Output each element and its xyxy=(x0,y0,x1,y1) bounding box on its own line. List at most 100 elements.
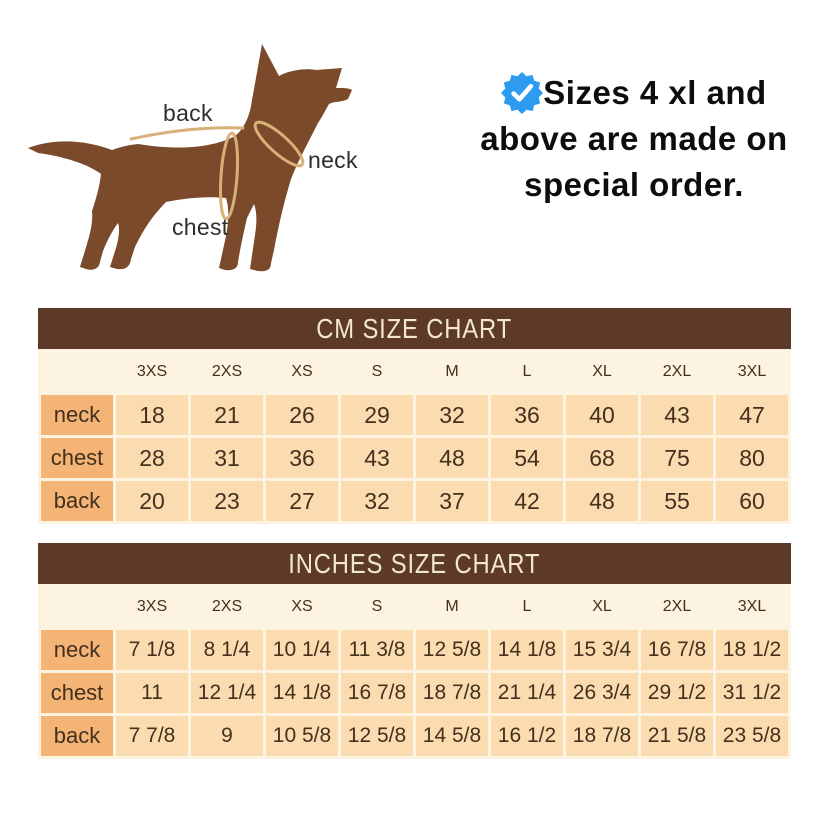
inches-chart-title: INCHES SIZE CHART xyxy=(288,547,541,579)
inches-size-chart: INCHES SIZE CHART 3XS 2XS XS S M L XL 2XL 3XL nec… xyxy=(38,543,791,759)
size-column-header: 3XL xyxy=(737,598,767,615)
measurement-row: neck 7 1/8 8 1/4 10 1/4 11 3/8 12 5/8 14 1/8 15… xyxy=(41,630,788,670)
size-value-cell: 10 1/4 xyxy=(266,630,338,670)
measurement-row: chest 11 12 1/4 14 1/8 16 7/8 18 7/8 21 1/4 26 … xyxy=(41,673,788,713)
size-value-cell: 14 1/8 xyxy=(266,673,338,713)
size-value-cell: 36 xyxy=(266,438,338,478)
size-value-cell: 43 xyxy=(641,395,713,435)
neck-measure-label: neck xyxy=(308,147,358,173)
size-value-cell: 21 1/4 xyxy=(491,673,563,713)
row-label: chest xyxy=(41,673,113,713)
size-value-cell: 7 1/8 xyxy=(116,630,188,670)
dog-measurement-diagram: back neck chest xyxy=(0,0,420,300)
size-value-cell: 27 xyxy=(266,481,338,521)
corner-cell xyxy=(41,352,113,392)
size-column-header: XS xyxy=(291,598,313,615)
size-value-cell: 14 5/8 xyxy=(416,716,488,756)
verified-badge-icon xyxy=(501,72,544,114)
size-value-cell: 36 xyxy=(491,395,563,435)
note-line-1: Sizes 4 xl and xyxy=(445,70,823,116)
size-value-cell: 21 xyxy=(191,395,263,435)
size-column-header: 3XS xyxy=(136,598,168,615)
size-column-header: 2XS xyxy=(211,363,243,380)
size-column-header: 2XS xyxy=(211,598,243,615)
size-column-header: XL xyxy=(592,363,612,380)
note-line-3: special order. xyxy=(524,166,744,203)
size-value-cell: 11 xyxy=(116,673,188,713)
special-order-note: Sizes 4 xl and above are made on special… xyxy=(445,70,823,208)
size-value-cell: 26 3/4 xyxy=(566,673,638,713)
cm-chart-title: CM SIZE CHART xyxy=(316,312,513,344)
size-value-cell: 47 xyxy=(716,395,788,435)
back-measure-line xyxy=(129,126,245,141)
size-value-cell: 15 3/4 xyxy=(566,630,638,670)
dog-silhouette xyxy=(28,44,352,272)
size-value-cell: 18 1/2 xyxy=(716,630,788,670)
size-value-cell: 26 xyxy=(266,395,338,435)
size-value-cell: 18 7/8 xyxy=(416,673,488,713)
cm-size-table: 3XS 2XS XS S M L XL 2XL 3XL neck 18 21 26 29 32 36 40 43 4… xyxy=(38,349,791,524)
size-value-cell: 28 xyxy=(116,438,188,478)
corner-cell xyxy=(41,587,113,627)
size-column-header: XL xyxy=(592,598,612,615)
size-value-cell: 55 xyxy=(641,481,713,521)
size-value-cell: 18 7/8 xyxy=(566,716,638,756)
measurement-row: neck 18 21 26 29 32 36 40 43 47 xyxy=(41,395,788,435)
size-value-cell: 7 7/8 xyxy=(116,716,188,756)
size-value-cell: 10 5/8 xyxy=(266,716,338,756)
chest-measure-label: chest xyxy=(172,214,229,240)
size-value-cell: 14 1/8 xyxy=(491,630,563,670)
measurement-row: back 20 23 27 32 37 42 48 55 60 xyxy=(41,481,788,521)
size-column-header: S xyxy=(371,363,383,380)
size-value-cell: 37 xyxy=(416,481,488,521)
row-label: back xyxy=(41,716,113,756)
size-value-cell: 31 1/2 xyxy=(716,673,788,713)
size-column-header: M xyxy=(445,598,459,615)
inches-chart-title-bar: INCHES SIZE CHART xyxy=(38,543,791,584)
size-value-cell: 48 xyxy=(566,481,638,521)
inches-size-table: 3XS 2XS XS S M L XL 2XL 3XL neck 7 1/8 8 1/4 10 1/4 1… xyxy=(38,584,791,759)
cm-size-chart: CM SIZE CHART 3XS 2XS XS S M L XL 2XL 3XL neck 18 2… xyxy=(38,308,791,524)
size-column-header: XS xyxy=(291,363,313,380)
size-value-cell: 16 1/2 xyxy=(491,716,563,756)
size-value-cell: 29 1/2 xyxy=(641,673,713,713)
size-value-cell: 23 5/8 xyxy=(716,716,788,756)
size-value-cell: 32 xyxy=(341,481,413,521)
note-text: Sizes 4 xl and xyxy=(543,74,767,111)
cm-chart-title-bar: CM SIZE CHART xyxy=(38,308,791,349)
size-value-cell: 31 xyxy=(191,438,263,478)
size-value-cell: 12 5/8 xyxy=(416,630,488,670)
size-header-row: 3XS 2XS XS S M L XL 2XL 3XL xyxy=(41,352,788,392)
size-value-cell: 40 xyxy=(566,395,638,435)
size-value-cell: 32 xyxy=(416,395,488,435)
size-value-cell: 16 7/8 xyxy=(641,630,713,670)
size-value-cell: 23 xyxy=(191,481,263,521)
size-value-cell: 29 xyxy=(341,395,413,435)
size-value-cell: 9 xyxy=(191,716,263,756)
size-column-header: S xyxy=(371,598,383,615)
size-value-cell: 48 xyxy=(416,438,488,478)
back-measure-label: back xyxy=(163,100,213,126)
row-label: neck xyxy=(41,630,113,670)
size-value-cell: 8 1/4 xyxy=(191,630,263,670)
measurement-row: back 7 7/8 9 10 5/8 12 5/8 14 5/8 16 1/2 18 7/8… xyxy=(41,716,788,756)
size-column-header: L xyxy=(522,598,532,615)
size-value-cell: 60 xyxy=(716,481,788,521)
row-label: chest xyxy=(41,438,113,478)
size-column-header: 3XL xyxy=(737,363,767,380)
size-value-cell: 75 xyxy=(641,438,713,478)
size-value-cell: 80 xyxy=(716,438,788,478)
size-value-cell: 20 xyxy=(116,481,188,521)
note-line-2: above are made on xyxy=(480,120,788,157)
size-header-row: 3XS 2XS XS S M L XL 2XL 3XL xyxy=(41,587,788,627)
size-column-header: M xyxy=(445,363,459,380)
measurement-row: chest 28 31 36 43 48 54 68 75 80 xyxy=(41,438,788,478)
chest-measure-ellipse xyxy=(218,131,240,221)
size-value-cell: 43 xyxy=(341,438,413,478)
size-column-header: 3XS xyxy=(136,363,168,380)
size-value-cell: 12 1/4 xyxy=(191,673,263,713)
size-value-cell: 21 5/8 xyxy=(641,716,713,756)
size-value-cell: 18 xyxy=(116,395,188,435)
size-value-cell: 12 5/8 xyxy=(341,716,413,756)
